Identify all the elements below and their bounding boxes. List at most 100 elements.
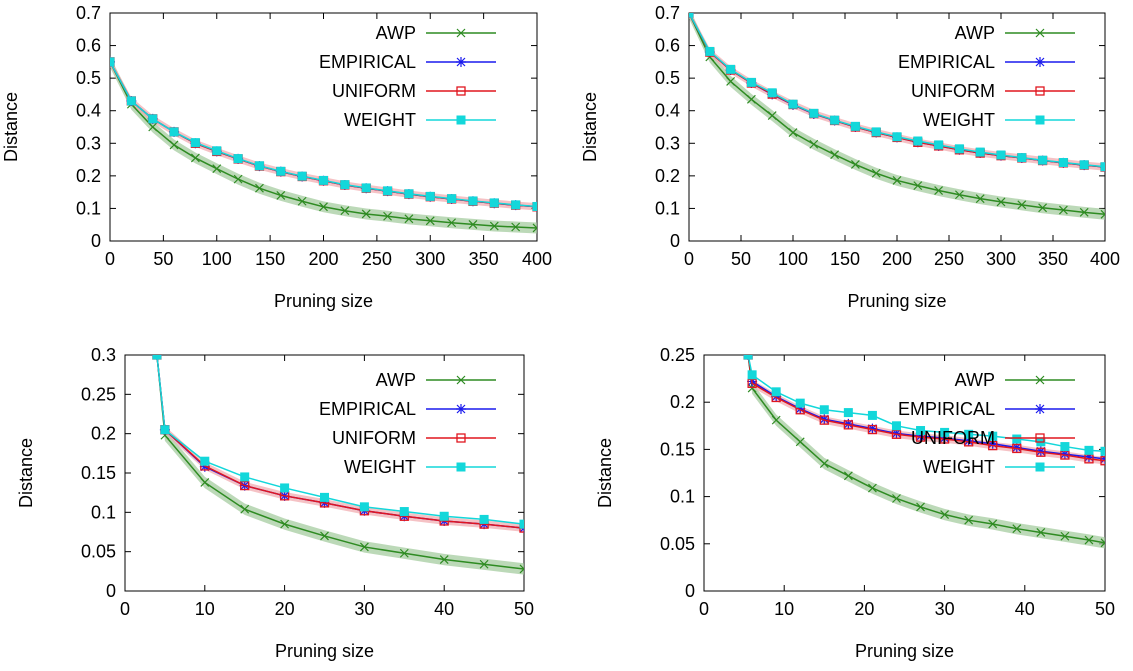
point-awp [148, 122, 158, 132]
point-empirical [843, 418, 854, 429]
x-tick-label: 400 [1090, 249, 1120, 269]
point-empirical [963, 435, 974, 446]
point-weight [148, 114, 158, 124]
x-axis-title: Pruning size [847, 291, 946, 311]
point-awp [169, 140, 179, 150]
point-weight [519, 519, 524, 529]
y-tick-label: 0.6 [76, 36, 101, 56]
point-weight [212, 146, 222, 156]
point-weight [892, 132, 902, 142]
point-weight [254, 161, 264, 171]
point-weight [891, 421, 901, 431]
x-tick-label: 30 [354, 599, 374, 619]
y-tick-label: 0.15 [660, 439, 695, 459]
legend-marker-uniform [456, 86, 466, 96]
point-weight [340, 180, 350, 190]
x-tick-label: 250 [934, 249, 964, 269]
point-empirical [1011, 442, 1022, 453]
x-tick-label: 50 [153, 249, 173, 269]
point-weight [771, 387, 781, 397]
x-tick-label: 350 [1038, 249, 1068, 269]
legend: AWP EMPIRICAL UNIFORM WEIGHT [898, 23, 1075, 130]
point-weight [867, 410, 877, 420]
point-awp [871, 168, 881, 178]
plot-frame [124, 354, 525, 592]
point-awp [425, 216, 435, 226]
point-awp [511, 222, 521, 232]
point-awp [319, 202, 328, 212]
point-weight [788, 99, 798, 109]
point-weight [913, 136, 923, 146]
point-weight [152, 355, 162, 360]
point-awp [479, 559, 489, 569]
point-weight [110, 57, 115, 67]
legend-marker-awp [1035, 28, 1045, 38]
point-uniform [240, 480, 250, 491]
point-weight [843, 408, 853, 418]
x-tick-label: 150 [255, 249, 285, 269]
point-awp [809, 139, 819, 149]
legend-marker-uniform [1035, 433, 1045, 443]
point-awp [212, 164, 222, 174]
point-awp [320, 531, 329, 541]
point-weight [916, 426, 926, 436]
y-tick-label: 0 [670, 231, 680, 251]
point-awp [404, 214, 414, 224]
point-awp [359, 542, 369, 552]
y-tick-label: 0.4 [655, 101, 680, 121]
point-awp [934, 186, 944, 195]
point-weight [276, 166, 286, 176]
y-tick-label: 0.7 [655, 3, 680, 23]
legend-label-empirical: EMPIRICAL [898, 52, 995, 72]
chart-panel-2: 0 50 100 150 200 250 300 350 400 0 0.1 0.2 0.3 0.4 0.5… [580, 3, 1120, 311]
legend: AWP EMPIRICAL UNIFORM WEIGHT [898, 370, 1075, 477]
point-weight [689, 13, 694, 18]
y-axis-title: Distance [595, 438, 615, 508]
point-awp [532, 223, 537, 233]
point-awp [892, 494, 901, 503]
point-weight [160, 425, 170, 435]
x-tick-label: 200 [882, 249, 912, 269]
point-empirical [819, 414, 830, 425]
legend-label-weight: WEIGHT [344, 110, 416, 130]
point-weight [447, 194, 457, 204]
x-tick-label: 20 [275, 599, 295, 619]
y-tick-label: 0.25 [81, 384, 116, 404]
point-weight [359, 502, 369, 512]
legend-label-empirical: EMPIRICAL [319, 399, 416, 419]
point-awp [439, 555, 449, 564]
point-weight [996, 150, 1006, 160]
point-awp [255, 183, 264, 193]
point-uniform [1012, 443, 1022, 454]
x-tick-label: 40 [1015, 599, 1035, 619]
x-tick-label: 400 [522, 249, 552, 269]
legend-marker-empirical [1035, 404, 1045, 414]
band-awp [689, 13, 1105, 220]
y-tick-label: 0 [685, 581, 695, 601]
plot-area [743, 355, 1105, 549]
point-weight [126, 96, 136, 106]
point-awp [975, 194, 985, 204]
point-uniform [988, 440, 998, 451]
y-tick-label: 0.2 [670, 392, 695, 412]
x-tick-label: 100 [778, 249, 808, 269]
legend-marker-uniform [1035, 86, 1045, 96]
y-tick-label: 0.3 [91, 345, 116, 365]
point-awp [200, 478, 210, 487]
legend-label-weight: WEIGHT [923, 457, 995, 477]
point-empirical [1035, 446, 1046, 457]
point-weight [746, 77, 756, 87]
x-tick-label: 100 [202, 249, 232, 269]
legend-marker-weight [1035, 115, 1045, 125]
point-awp [233, 174, 243, 184]
point-awp [489, 221, 499, 231]
band-awp [748, 355, 1105, 549]
point-empirical [915, 431, 926, 442]
point-awp [867, 483, 877, 493]
point-weight [1100, 162, 1105, 172]
point-weight [468, 196, 478, 206]
x-tick-label: 50 [514, 599, 534, 619]
point-weight [705, 46, 715, 56]
legend-marker-awp [456, 28, 466, 38]
